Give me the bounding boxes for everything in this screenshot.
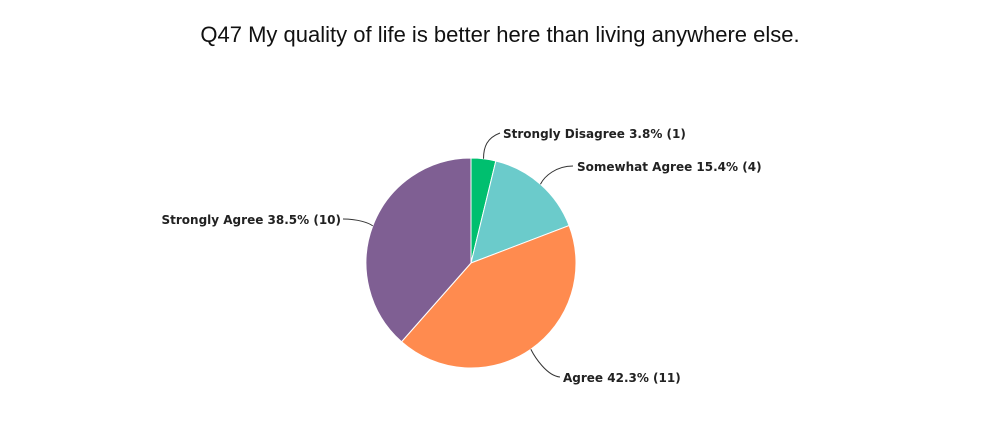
chart-title: Q47 My quality of life is better here th…	[200, 22, 800, 47]
pie-slice-somewhat-agree	[470, 160, 570, 264]
pie-leader-lines	[342, 132, 574, 378]
slice-label-agree: Agree 42.3% (11)	[563, 371, 681, 385]
pie-slice-agree	[400, 224, 577, 369]
pie-labels: Strongly Disagree 3.8% (1) Somewhat Agree…	[161, 127, 761, 385]
leader-line-strongly-disagree	[483, 132, 501, 159]
slice-label-strongly-disagree: Strongly Disagree 3.8% (1)	[503, 127, 686, 141]
leader-line-agree	[530, 349, 561, 378]
slice-label-strongly-agree: Strongly Agree 38.5% (10)	[161, 213, 341, 227]
slice-label-somewhat-agree: Somewhat Agree 15.4% (4)	[577, 160, 762, 174]
pie-slices	[365, 157, 577, 369]
leader-line-somewhat-agree	[539, 165, 574, 185]
leader-line-strongly-agree	[342, 218, 374, 227]
